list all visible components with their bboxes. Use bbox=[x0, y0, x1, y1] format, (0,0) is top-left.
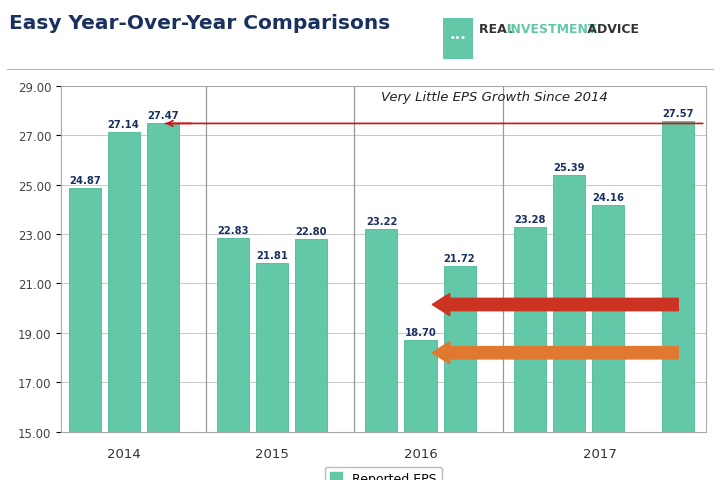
Text: 23.22: 23.22 bbox=[366, 216, 397, 226]
Bar bbox=[514, 228, 546, 480]
FancyArrow shape bbox=[432, 342, 678, 364]
Text: Very Little EPS Growth Since 2014: Very Little EPS Growth Since 2014 bbox=[382, 91, 608, 104]
Text: 23.28: 23.28 bbox=[514, 215, 546, 225]
Text: 22.83: 22.83 bbox=[217, 226, 249, 236]
Bar bbox=[405, 341, 436, 480]
Text: •••: ••• bbox=[449, 34, 467, 43]
FancyBboxPatch shape bbox=[440, 15, 476, 64]
Text: 2016: 2016 bbox=[404, 447, 437, 460]
Bar bbox=[217, 239, 249, 480]
Bar bbox=[366, 229, 397, 480]
Text: INVESTMENT: INVESTMENT bbox=[507, 23, 598, 36]
Bar bbox=[592, 206, 624, 480]
Text: ADVICE: ADVICE bbox=[583, 23, 639, 36]
Bar bbox=[256, 264, 288, 480]
Bar bbox=[553, 176, 585, 480]
Text: 2017: 2017 bbox=[583, 447, 617, 460]
Text: 18.70: 18.70 bbox=[405, 328, 436, 338]
Text: 24.16: 24.16 bbox=[592, 193, 624, 203]
Text: 27.14: 27.14 bbox=[108, 120, 140, 129]
Text: 22.80: 22.80 bbox=[295, 227, 327, 237]
Legend: Reported EPS: Reported EPS bbox=[325, 467, 442, 480]
Text: REAL: REAL bbox=[479, 23, 519, 36]
FancyArrow shape bbox=[432, 294, 678, 316]
Text: 25.39: 25.39 bbox=[553, 163, 585, 172]
Bar bbox=[444, 266, 476, 480]
Text: 21.81: 21.81 bbox=[256, 251, 288, 261]
Bar bbox=[662, 122, 694, 480]
Text: 27.47: 27.47 bbox=[147, 111, 179, 121]
Text: 21.72: 21.72 bbox=[444, 253, 475, 263]
Text: 2014: 2014 bbox=[107, 447, 140, 460]
Bar bbox=[147, 124, 179, 480]
Bar bbox=[108, 132, 140, 480]
Text: Easy Year-Over-Year Comparisons: Easy Year-Over-Year Comparisons bbox=[9, 14, 390, 34]
Text: 24.87: 24.87 bbox=[68, 175, 101, 185]
Bar bbox=[68, 188, 101, 480]
Text: 2015: 2015 bbox=[255, 447, 289, 460]
Bar bbox=[295, 240, 327, 480]
Text: 27.57: 27.57 bbox=[662, 109, 694, 119]
